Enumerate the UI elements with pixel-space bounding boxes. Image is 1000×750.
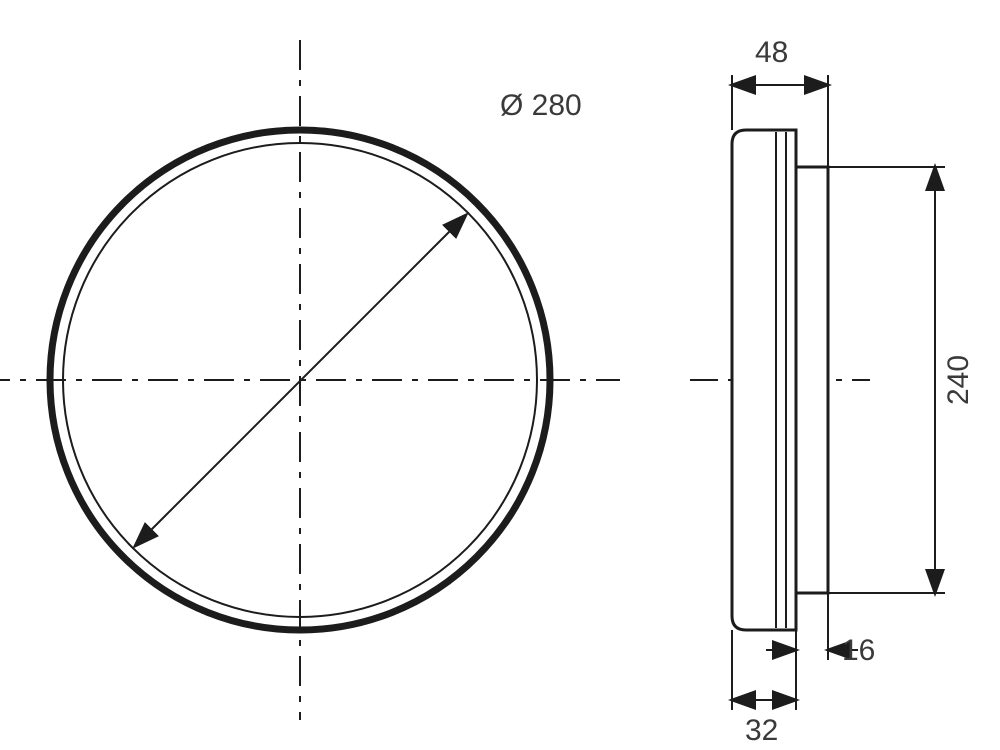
technical-drawing: Ø 280 48 240 16 32 (0, 0, 1000, 750)
dim-32-label: 32 (745, 714, 778, 747)
diameter-label: Ø 280 (500, 89, 582, 122)
dim-height-240: 240 (828, 167, 975, 593)
dim-16-label: 16 (842, 634, 875, 667)
dim-48-label: 48 (755, 36, 788, 69)
side-view (690, 130, 870, 630)
dim-240-label: 240 (942, 355, 975, 405)
side-flange (796, 167, 828, 593)
dim-depth-32: 32 (732, 630, 796, 747)
front-view: Ø 280 (0, 40, 620, 720)
